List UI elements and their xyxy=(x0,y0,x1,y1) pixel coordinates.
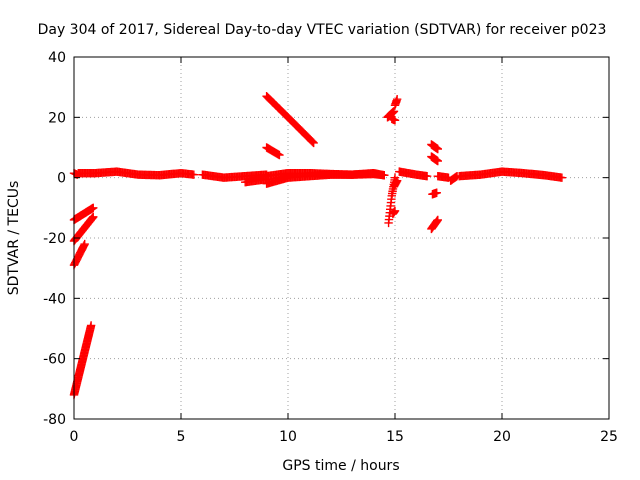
x-axis-label: GPS time / hours xyxy=(282,458,399,474)
grid-layer xyxy=(74,57,609,419)
data-point xyxy=(433,156,442,166)
x-tick-label: 20 xyxy=(493,429,511,445)
data-point xyxy=(432,188,441,197)
y-tick-label: -80 xyxy=(43,412,66,428)
y-tick-label: 40 xyxy=(48,50,66,66)
data-point xyxy=(433,144,442,154)
data-point xyxy=(392,95,402,104)
x-tick-label: 0 xyxy=(70,429,79,445)
data-point xyxy=(275,150,284,160)
data-point xyxy=(422,171,432,181)
data-point xyxy=(308,137,318,147)
data-point xyxy=(433,215,442,225)
data-point xyxy=(380,171,389,180)
data-points xyxy=(69,92,567,400)
axes-layer: 0 5 10 15 20 25 -80 -60 -40 -20 0 20 40 xyxy=(43,50,618,445)
data-point xyxy=(80,239,89,249)
data-point xyxy=(557,173,567,182)
chart-title: Day 304 of 2017, Sidereal Day-to-day VTE… xyxy=(38,22,607,38)
data-point xyxy=(452,171,462,181)
x-tick-label: 5 xyxy=(177,429,186,445)
y-tick-label: -40 xyxy=(43,291,66,307)
data-point xyxy=(390,206,400,216)
data-point xyxy=(89,212,98,222)
x-tick-label: 15 xyxy=(386,429,404,445)
data-point xyxy=(89,203,98,213)
data-point xyxy=(392,176,402,185)
data-point xyxy=(189,170,199,179)
data-point xyxy=(309,138,318,148)
y-axis-label: SDTVAR / TECUs xyxy=(6,181,22,296)
x-tick-label: 25 xyxy=(600,429,618,445)
y-tick-label: 0 xyxy=(57,171,66,187)
y-tick-label: -20 xyxy=(43,231,66,247)
data-point xyxy=(73,170,82,179)
y-tick-label: 20 xyxy=(48,110,66,126)
data-point xyxy=(390,116,400,125)
data-point xyxy=(389,107,399,116)
x-tick-label: 10 xyxy=(279,429,297,445)
data-point xyxy=(86,321,96,330)
y-tick-label: -60 xyxy=(43,352,66,368)
